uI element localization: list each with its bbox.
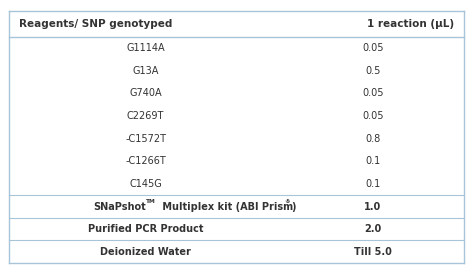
Text: G740A: G740A	[130, 89, 162, 98]
Text: 0.5: 0.5	[365, 66, 380, 76]
Text: Purified PCR Product: Purified PCR Product	[88, 224, 203, 234]
Text: 0.1: 0.1	[365, 156, 380, 166]
Text: Multiplex kit (ABI Prism: Multiplex kit (ABI Prism	[159, 201, 293, 212]
Text: 2.0: 2.0	[364, 224, 381, 234]
Text: TM: TM	[146, 199, 156, 204]
Text: ): )	[291, 201, 296, 212]
Text: 0.1: 0.1	[365, 179, 380, 189]
Text: G1114A: G1114A	[126, 43, 165, 53]
Text: 0.8: 0.8	[365, 134, 380, 144]
Text: C2269T: C2269T	[127, 111, 165, 121]
Text: C145G: C145G	[129, 179, 162, 189]
Text: Reagents/ SNP genotyped: Reagents/ SNP genotyped	[19, 19, 172, 29]
Text: 0.05: 0.05	[362, 111, 384, 121]
Text: G13A: G13A	[132, 66, 159, 76]
Text: 0.05: 0.05	[362, 89, 384, 98]
Text: 1.0: 1.0	[364, 201, 381, 212]
Text: -C1266T: -C1266T	[125, 156, 166, 166]
Text: Till 5.0: Till 5.0	[354, 247, 392, 257]
Text: -C1572T: -C1572T	[125, 134, 166, 144]
Text: 0.05: 0.05	[362, 43, 384, 53]
Text: 1 reaction (μL): 1 reaction (μL)	[367, 19, 454, 29]
Text: ®: ®	[284, 199, 290, 204]
Text: Deionized Water: Deionized Water	[100, 247, 191, 257]
Text: SNaPshot: SNaPshot	[93, 201, 146, 212]
